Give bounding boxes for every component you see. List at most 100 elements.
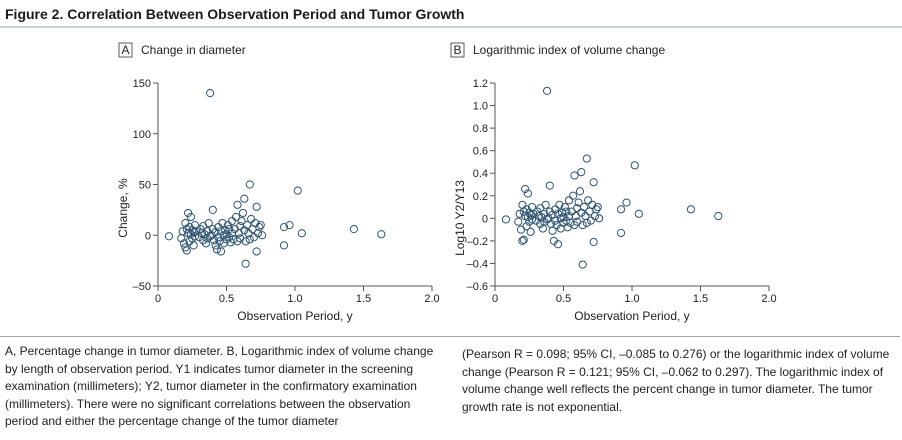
panel-a-data-point [238, 208, 248, 218]
panel-a-data-point [234, 229, 243, 238]
panel-a-data-point [285, 221, 294, 230]
panel-a-data-point [240, 226, 249, 235]
panel-a-y-axis-title: Change, % [116, 178, 130, 238]
panel-a-points [164, 89, 386, 268]
panel-b-y-tick-label: 0.8 [473, 123, 488, 135]
panel-a-data-point [227, 216, 237, 226]
panel-a-y-tick-label: 0 [145, 230, 151, 242]
figure-title: Figure 2. Correlation Between Observatio… [0, 0, 902, 28]
panel-b-data-point [518, 236, 527, 245]
panel-a-data-point [210, 236, 219, 245]
panel-b-data-point [568, 191, 578, 200]
panel-a-data-point [205, 89, 215, 98]
panel-a-data-point [231, 212, 241, 222]
panel-b-data-point [582, 218, 591, 227]
panel-b-data-point [575, 187, 585, 196]
panel-a: A Change in diameter –50 0 50 100 150 0 0.5 1.… [116, 42, 440, 323]
panel-b-data-point [588, 200, 597, 209]
panel-b-letter-box [450, 42, 465, 58]
panel-b-x-tick-label: 0 [492, 293, 498, 305]
panel-b-y-axis-title: Log10 Y2/Y13 [453, 180, 467, 256]
panel-a-data-point [164, 232, 174, 241]
panel-b-data-point [616, 205, 626, 214]
panel-a-x-tick-label: 1.5 [356, 293, 371, 305]
panel-b-x-ticks: 0 0.5 1.0 1.5 2.0 [492, 286, 777, 305]
figure-frame [0, 28, 900, 337]
panel-b-x-axis-title: Observation Period, y [574, 309, 689, 323]
panel-a-data-point [349, 225, 359, 234]
panel-b-data-point [589, 237, 598, 247]
panel-a-data-point [245, 180, 254, 189]
panel-a-data-point [236, 222, 245, 231]
panel-b-data-point [529, 209, 538, 218]
panel-a-data-point [245, 235, 254, 244]
panel-a-data-point [201, 239, 211, 248]
panel-a-data-point [190, 232, 200, 241]
panel-a-data-point [252, 247, 261, 256]
panel-a-data-point [211, 241, 220, 250]
panel-a-data-point [255, 223, 264, 232]
panel-b-x-tick-label: 1.0 [624, 293, 639, 305]
panel-b-data-point [586, 216, 596, 225]
panel-a-x-ticks: 0 0.5 1.0 1.5 2.0 [155, 286, 440, 305]
panel-b-data-point [515, 209, 524, 218]
panel-b-data-point [630, 161, 639, 170]
panel-b-plot: –0.6 –0.4 –0.2 0 0.2 0.4 0.6 0.8 1.0 1.2 0 0.5 1.0 1… [467, 78, 777, 305]
panel-a-data-point [178, 227, 187, 236]
panel-a-data-point [279, 241, 289, 250]
panel-b-data-point [616, 228, 626, 238]
panel-a-plot: –50 0 50 100 150 0 0.5 1.0 1.5 2.0 [133, 78, 440, 305]
panel-a-data-point [190, 221, 200, 230]
panel-a-data-point [184, 208, 193, 218]
panel-a-data-point [225, 225, 234, 234]
panel-b-data-point [593, 202, 602, 212]
panel-b-data-point [570, 171, 579, 180]
panel-a-data-point [211, 228, 220, 237]
panel-a-letter-box [118, 42, 133, 58]
panel-a-data-point [182, 225, 191, 234]
caption-left-text: A, Percentage change in tumor diameter. … [5, 344, 434, 428]
panel-a-data-point [279, 223, 289, 232]
panel-b-data-point [553, 240, 563, 249]
panel-a-data-point [216, 247, 226, 256]
panel-b-data-point [562, 207, 571, 216]
panel-a-data-point [179, 239, 189, 248]
panel-a-y-tick-label: –50 [133, 281, 151, 293]
panel-b-y-tick-label: 0.4 [473, 168, 488, 180]
panel-a-data-point [242, 221, 252, 230]
panel-b-data-point [564, 196, 574, 205]
panel-a-y-tick-label: 50 [139, 180, 151, 192]
panel-a-data-point [258, 231, 267, 240]
panel-b-y-tick-label: 0.6 [473, 146, 488, 158]
panel-b-data-point [555, 200, 564, 209]
panel-b-points [501, 86, 723, 269]
panel-b-title: Logarithmic index of volume change [473, 43, 665, 57]
panel-a-y-tick-label: 150 [133, 78, 151, 90]
panel-a-data-point [293, 186, 302, 195]
panel-b-y-ticks: –0.6 –0.4 –0.2 0 0.2 0.4 0.6 0.8 1.0 1.2 [467, 78, 495, 293]
panel-b-y-tick-label: 0 [482, 213, 488, 225]
panel-b-y-tick-label: –0.4 [467, 258, 488, 270]
panel-b-data-point [577, 167, 586, 177]
panel-b-letter: B [453, 43, 461, 57]
panel-a-data-point [189, 241, 198, 250]
figure-panels: A Change in diameter –50 0 50 100 150 0 0.5 1.… [116, 42, 777, 323]
panel-b-y-tick-label: –0.2 [467, 236, 488, 248]
panel-b-data-point [522, 222, 531, 231]
panel-b-data-point [578, 260, 587, 269]
panel-b-data-point [622, 198, 631, 207]
panel-b-data-point [714, 211, 723, 221]
panel-b-data-point [518, 200, 527, 209]
panel-b-data-point [501, 215, 511, 224]
panel-b-y-tick-label: 1.0 [473, 101, 488, 113]
panel-b-data-point [523, 189, 532, 198]
panel-a-data-point [249, 233, 258, 242]
panel-b-data-point [574, 198, 583, 207]
panel-b-data-point [578, 221, 587, 230]
panel-a-data-point [208, 205, 217, 214]
panel-b-data-point [516, 225, 526, 234]
panel-a-x-tick-label: 0.5 [219, 293, 234, 305]
panel-a-title: Change in diameter [141, 43, 246, 57]
panel-b-y-tick-label: 0.2 [473, 191, 488, 203]
panel-b-data-point [595, 214, 604, 223]
